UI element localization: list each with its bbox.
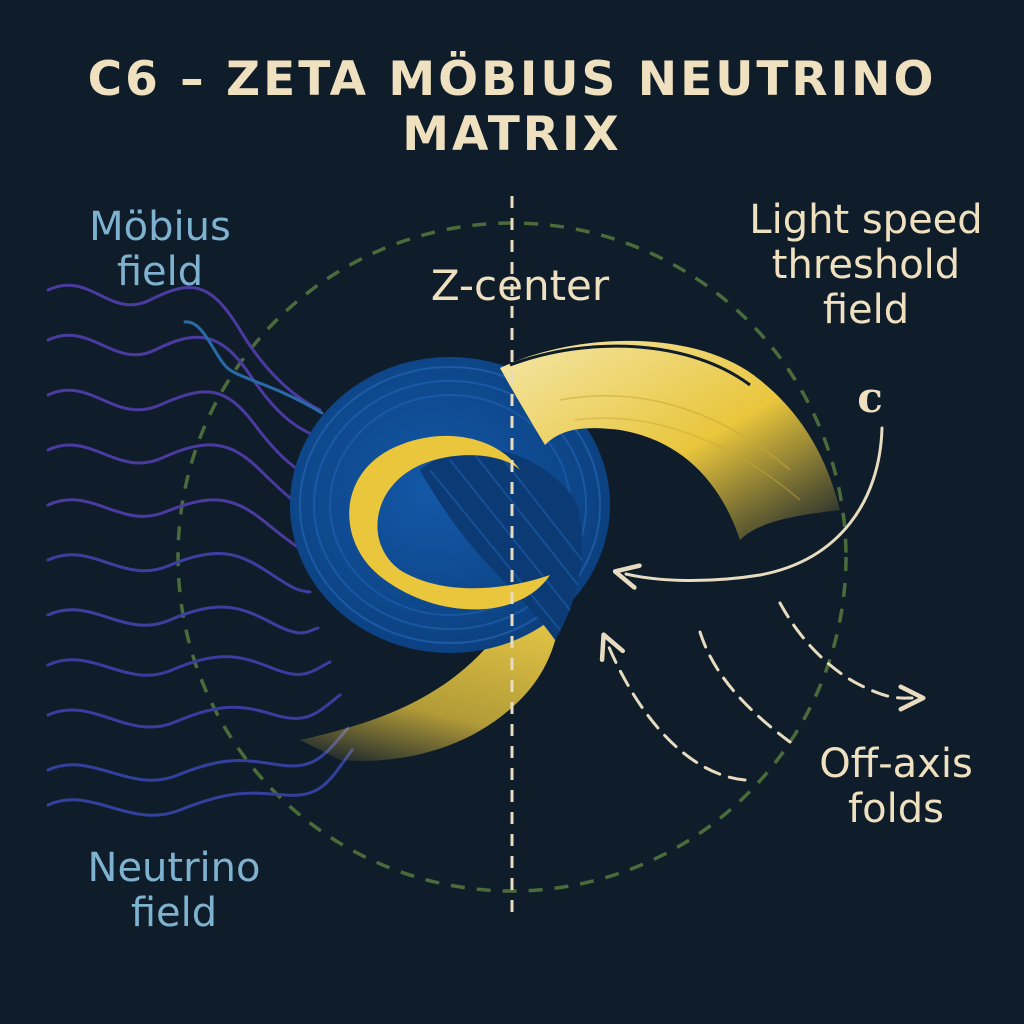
neutrino-field-line-1: Neutrino	[87, 845, 261, 891]
z-center-label: Z-center	[430, 261, 610, 310]
ribbon-yellow-spiral	[349, 435, 550, 610]
wave-lines	[46, 283, 354, 817]
off-axis-arrow-2	[698, 630, 792, 744]
light-speed-line-2: threshold	[771, 241, 961, 288]
neutrino-field-label: Neutrino field	[56, 846, 292, 936]
ribbon-yellow-upper	[500, 340, 840, 540]
neutrino-field-line-2: field	[130, 889, 218, 936]
off-axis-arrow-1	[778, 601, 926, 712]
off-axis-label: Off-axis folds	[796, 742, 996, 832]
title-line-1: C6 – ZETA MÖBIUS NEUTRINO	[87, 52, 937, 107]
light-speed-symbol: c	[857, 373, 883, 422]
title-line-2: MATRIX	[402, 106, 622, 162]
light-speed-line-3: field	[822, 286, 910, 333]
arrows	[599, 426, 926, 782]
ribbon-blue-coil	[290, 357, 610, 653]
light-speed-arrow	[612, 426, 884, 590]
mobius-field-line-1: Möbius	[89, 204, 231, 250]
off-axis-arrow-3	[599, 632, 747, 782]
mobius-field-label: Möbius field	[50, 205, 270, 295]
ribbon-yellow-lower	[300, 548, 562, 761]
diagram-title: C6 – ZETA MÖBIUS NEUTRINO MATRIX	[0, 52, 1024, 162]
light-speed-label: Light speed threshold field	[726, 198, 1006, 332]
off-axis-line-2: folds	[848, 785, 944, 832]
light-speed-line-1: Light speed	[749, 197, 983, 243]
off-axis-line-1: Off-axis	[819, 741, 973, 787]
mobius-field-line-2: field	[116, 248, 204, 295]
